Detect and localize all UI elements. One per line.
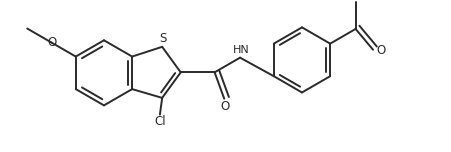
Text: O: O <box>376 44 385 57</box>
Text: S: S <box>159 32 166 45</box>
Text: O: O <box>47 36 56 49</box>
Text: HN: HN <box>233 45 249 55</box>
Text: O: O <box>220 100 229 113</box>
Text: Cl: Cl <box>154 115 166 128</box>
